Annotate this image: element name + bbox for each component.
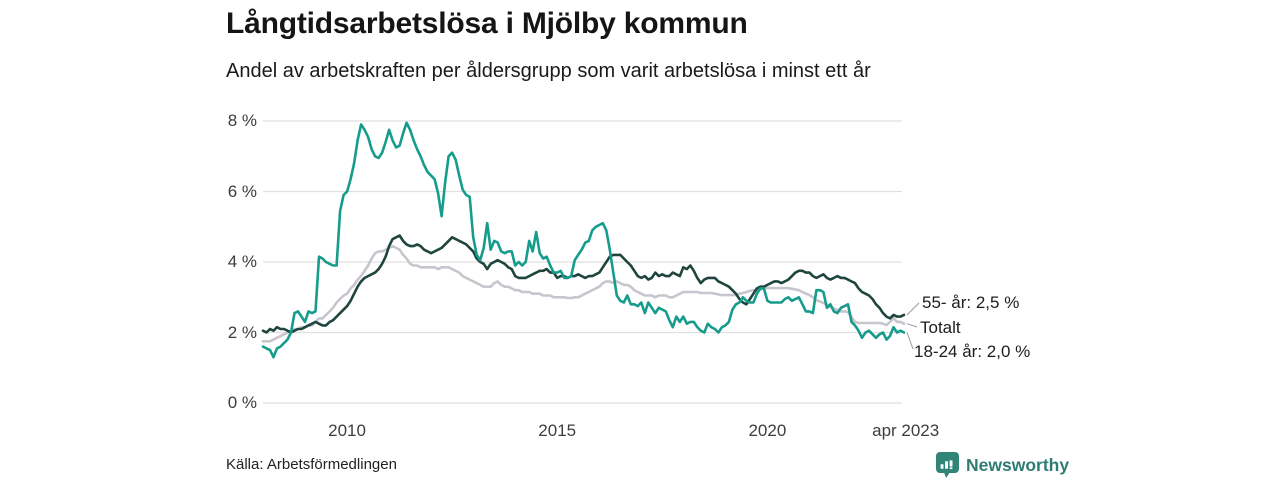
x-axis-tick-label: apr 2023 [872,421,940,440]
newsworthy-map-pin-barchart-icon [936,452,959,478]
end-label-leader-line [906,323,918,328]
series-end-label-55-ar: 55- år: 2,5 % [922,293,1020,312]
series-end-label-totalt: Totalt [920,318,961,337]
end-label-leader-line [906,302,920,316]
end-label-leader-line [906,332,914,350]
newsworthy-wordmark: Newsworthy [966,454,1070,475]
series-line-18-24-r [261,121,906,359]
chart-title: Långtidsarbetslösa i Mjölby kommun [226,7,748,40]
source-note: Källa: Arbetsförmedlingen [226,456,397,473]
x-axis-tick-label: 2010 [328,421,366,440]
y-axis-tick-label: 0 % [227,393,257,412]
chart-subtitle: Andel av arbetskraften per åldersgrupp s… [226,60,871,82]
newsworthy-logo: Newsworthy [936,452,1069,478]
series-end-label-18-24-ar: 18-24 år: 2,0 % [914,342,1031,361]
y-axis-tick-label: 8 % [227,111,257,130]
y-axis-tick-label: 2 % [227,322,257,342]
series-line-55-r [261,234,906,334]
y-axis-tick-label: 6 % [227,181,257,201]
series-line-totalt [261,244,906,343]
x-axis-tick-label: 2020 [748,421,787,440]
x-axis-tick-label: 2015 [538,421,577,440]
y-axis-tick-label: 4 % [227,252,257,271]
